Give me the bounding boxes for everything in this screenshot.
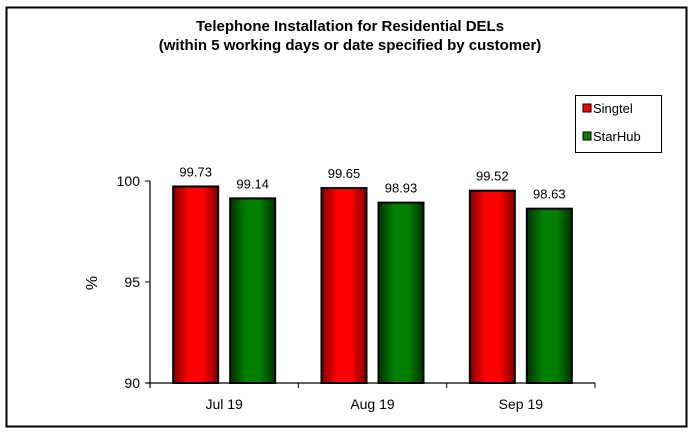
data-label: 98.93: [385, 181, 418, 196]
bar-singtel: [468, 189, 516, 384]
x-tick-label: Sep 19: [499, 396, 544, 412]
legend-label-singtel: Singtel: [593, 101, 633, 116]
bar-singtel: [172, 185, 220, 384]
y-tick-label: 95: [124, 274, 140, 290]
chart-title: Telephone Installation for Residential D…: [196, 18, 504, 35]
data-label: 99.65: [328, 166, 361, 181]
data-label: 98.63: [533, 187, 566, 202]
legend-swatch-singtel: [582, 103, 592, 113]
data-label: 99.73: [179, 164, 212, 179]
bar-starhub: [525, 207, 573, 384]
y-tick-label: 100: [117, 173, 141, 189]
y-tick-label: 90: [124, 375, 140, 391]
x-tick-label: Jul 19: [205, 396, 243, 412]
bar-singtel: [320, 187, 368, 384]
x-tick-label: Aug 19: [350, 396, 395, 412]
data-label: 99.14: [236, 176, 269, 191]
bar-starhub: [377, 201, 425, 384]
chart-subtitle: (within 5 working days or date specified…: [159, 37, 542, 54]
legend-swatch-starhub: [582, 131, 592, 141]
legend-label-starhub: StarHub: [593, 129, 641, 144]
data-label: 99.52: [476, 169, 509, 184]
bar-starhub: [229, 197, 277, 384]
y-axis-label: %: [84, 276, 101, 290]
